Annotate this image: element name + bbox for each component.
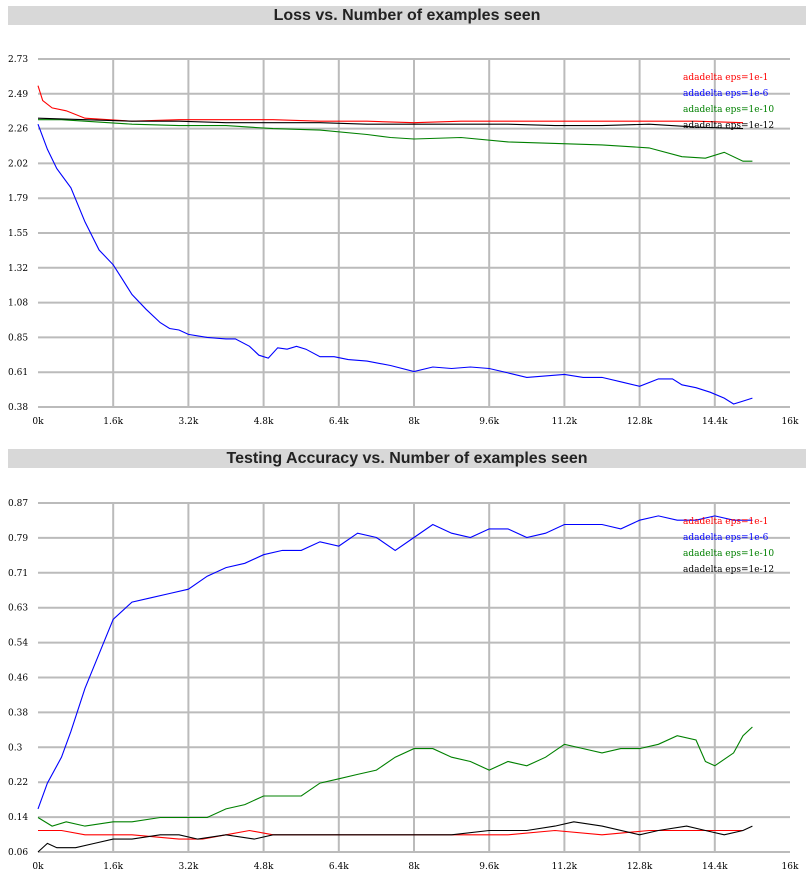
y-tick-label: 0.79	[8, 534, 28, 544]
x-tick-label: 16k	[782, 862, 799, 872]
x-tick-label: 6.4k	[329, 417, 349, 427]
y-tick-label: 2.73	[8, 55, 28, 65]
legend-entry: adadelta eps=1e-10	[683, 549, 774, 559]
x-tick-label: 0k	[32, 862, 44, 872]
y-tick-label: 1.08	[8, 299, 28, 309]
y-tick-label: 2.02	[8, 159, 28, 169]
y-tick-label: 1.79	[8, 194, 28, 204]
x-tick-label: 14.4k	[702, 417, 728, 427]
y-tick-label: 2.49	[8, 90, 28, 100]
x-tick-label: 9.6k	[479, 417, 499, 427]
y-tick-label: 0.14	[8, 813, 28, 823]
x-tick-label: 3.2k	[179, 862, 199, 872]
x-tick-label: 8k	[408, 862, 420, 872]
y-tick-label: 0.38	[8, 708, 28, 718]
accuracy-chart-title: Testing Accuracy vs. Number of examples …	[8, 449, 806, 468]
x-tick-label: 9.6k	[479, 862, 499, 872]
series-line-3	[37, 726, 753, 827]
y-tick-label: 1.32	[8, 264, 28, 274]
series-line-2	[37, 124, 753, 405]
loss-chart-title: Loss vs. Number of examples seen	[8, 6, 806, 25]
x-tick-label: 3.2k	[179, 417, 199, 427]
x-tick-label: 12.8k	[627, 417, 653, 427]
x-tick-label: 16k	[782, 417, 799, 427]
y-tick-label: 0.61	[8, 368, 28, 378]
y-tick-label: 0.38	[8, 403, 28, 413]
x-tick-label: 14.4k	[702, 862, 728, 872]
y-tick-label: 0.87	[8, 499, 28, 509]
x-tick-label: 11.2k	[552, 862, 578, 872]
series-line-1	[37, 85, 744, 124]
x-tick-label: 11.2k	[552, 417, 578, 427]
legend-entry: adadelta eps=1e-12	[683, 121, 774, 131]
x-tick-label: 1.6k	[103, 417, 123, 427]
x-tick-label: 12.8k	[627, 862, 653, 872]
legend-entry: adadelta eps=1e-1	[683, 73, 768, 83]
y-tick-label: 0.63	[8, 604, 28, 614]
y-tick-label: 0.54	[8, 639, 28, 649]
legend-entry: adadelta eps=1e-1	[683, 517, 768, 527]
y-tick-label: 0.06	[8, 848, 28, 858]
legend-entry: adadelta eps=1e-6	[683, 89, 769, 99]
x-tick-label: 4.8k	[254, 862, 274, 872]
y-tick-label: 0.22	[8, 778, 28, 788]
series-line-3	[38, 119, 753, 162]
y-tick-label: 0.3	[8, 743, 23, 753]
y-tick-label: 0.71	[8, 569, 28, 579]
series-line-4	[37, 117, 744, 130]
y-tick-label: 2.26	[8, 125, 28, 135]
loss-chart: 0k 1.6k 3.2k 4.8k 6.4k 8k 9.6k 11.2k 12.8k 14.4k 1…	[8, 55, 799, 427]
series-line-4	[37, 821, 753, 853]
x-tick-label: 0k	[32, 417, 44, 427]
x-tick-label: 1.6k	[103, 862, 123, 872]
legend-entry: adadelta eps=1e-10	[683, 105, 774, 115]
y-tick-label: 0.85	[8, 333, 28, 343]
y-tick-label: 0.46	[8, 674, 28, 684]
x-tick-label: 8k	[408, 417, 420, 427]
legend-entry: adadelta eps=1e-6	[683, 533, 769, 543]
y-tick-label: 1.55	[8, 229, 28, 239]
x-tick-label: 4.8k	[254, 417, 274, 427]
series-line-2	[37, 515, 753, 810]
legend-entry: adadelta eps=1e-12	[683, 565, 774, 575]
x-tick-label: 6.4k	[329, 862, 349, 872]
